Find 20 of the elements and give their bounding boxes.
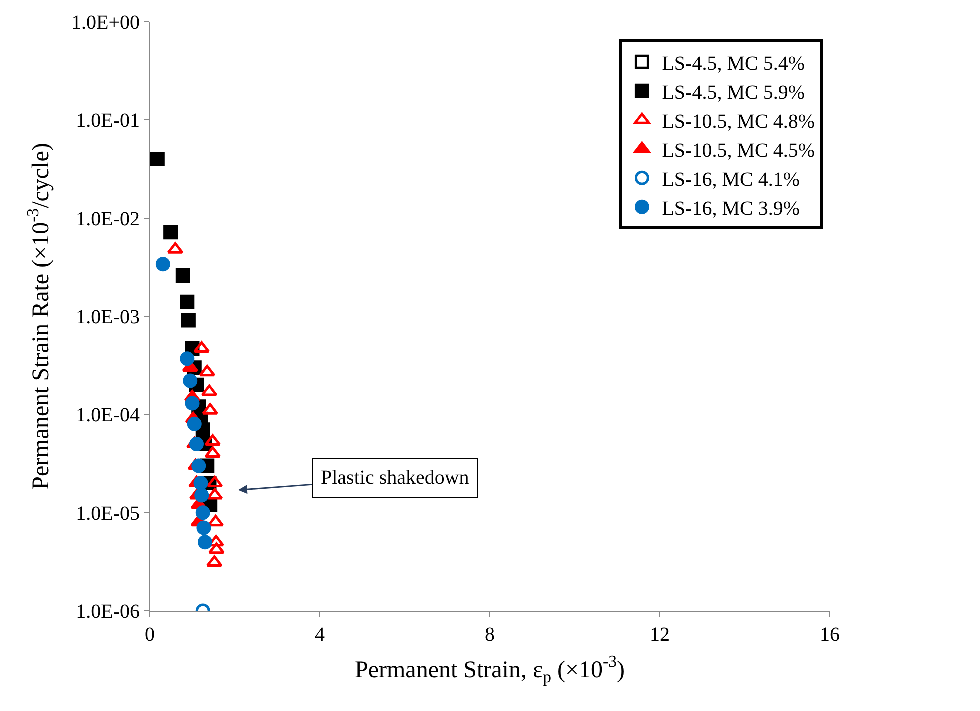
legend-label: LS-10.5, MC 4.5% — [662, 140, 815, 162]
y-tick-label: 1.0E-02 — [76, 208, 140, 230]
y-tick-label: 1.0E-05 — [76, 502, 140, 525]
y-tick-label: 1.0E-03 — [76, 306, 140, 328]
legend-label: LS-10.5, MC 4.8% — [662, 110, 815, 133]
y-tick-label: 1.0E+00 — [72, 12, 140, 34]
x-tick-label: 0 — [145, 624, 155, 646]
legend-label: LS-16, MC 4.1% — [662, 168, 800, 191]
y-tick-label: 1.0E-01 — [76, 110, 140, 132]
annotation: Plastic shakedown — [321, 467, 470, 489]
y-tick-label: 1.0E-06 — [76, 601, 140, 623]
legend-label: LS-16, MC 3.9% — [662, 198, 800, 220]
x-tick-label: 4 — [315, 624, 325, 646]
y-tick-label: 1.0E-04 — [76, 404, 140, 427]
legend-label: LS-4.5, MC 5.4% — [662, 52, 805, 75]
x-tick-label: 12 — [650, 624, 670, 646]
legend-label: LS-4.5, MC 5.9% — [662, 82, 805, 104]
x-axis-title: Permanent Strain, ε$_{p}$ (×10$^{-3}$) — [355, 652, 625, 686]
x-tick-label: 8 — [485, 624, 495, 646]
x-tick-label: 16 — [820, 624, 840, 646]
